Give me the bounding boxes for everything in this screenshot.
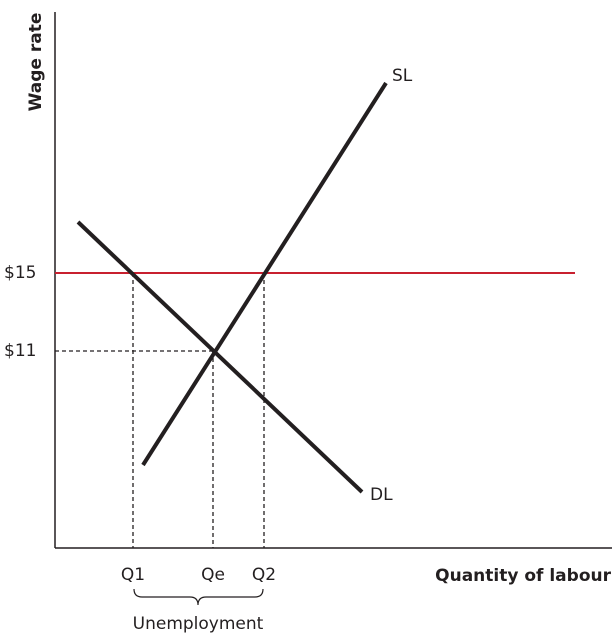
quantity-label: Qe	[201, 565, 225, 585]
x-axis-label: Quantity of labour	[435, 566, 611, 586]
supply-curve	[141, 81, 388, 467]
brace	[133, 588, 264, 606]
demand-curve	[76, 220, 364, 494]
quantity-label: Q2	[252, 565, 276, 585]
annotation: Unemployment	[133, 614, 264, 634]
wage-label: $11	[4, 341, 36, 361]
curve-label: SL	[392, 66, 413, 86]
quantity-label: Q1	[121, 565, 145, 585]
wage-label: $15	[4, 263, 36, 283]
y-axis-label: Wage rate	[26, 13, 46, 112]
curve-label: DL	[370, 485, 393, 505]
guide-lines	[55, 273, 265, 548]
